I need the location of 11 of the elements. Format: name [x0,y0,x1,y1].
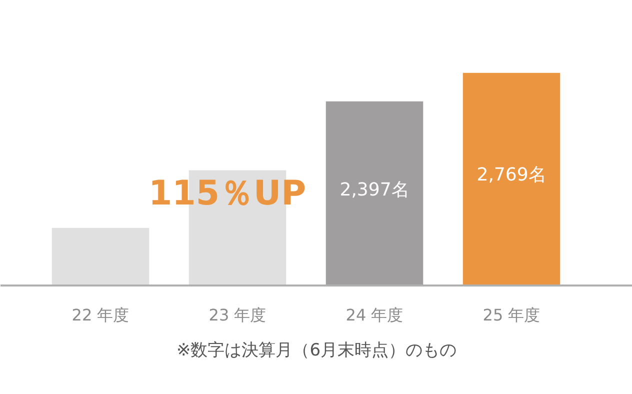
bar [52,228,150,286]
x-tick-label: 24 年度 [346,306,404,324]
data-label: 2,397名 [340,179,410,200]
bar [326,101,424,286]
bar [462,72,560,286]
annotation: 115％UP [148,174,306,214]
x-tick-label: 23 年度 [208,306,266,324]
text: ※数字は決算月（6月末時点）のもの [176,340,457,360]
x-tick-label: 25 年度 [482,306,540,324]
data-label: 2,769名 [476,164,546,186]
x-tick-label: 22 年度 [72,306,130,324]
